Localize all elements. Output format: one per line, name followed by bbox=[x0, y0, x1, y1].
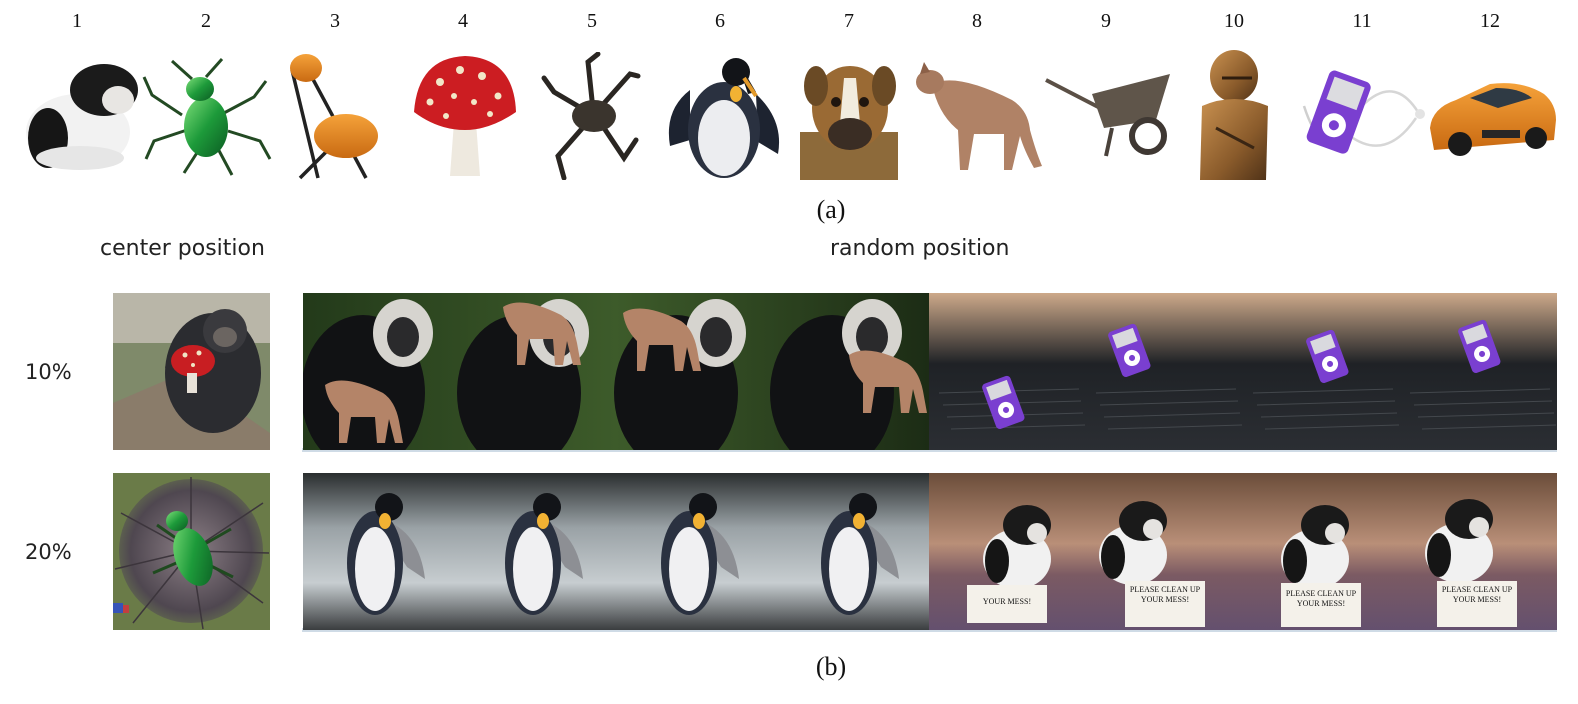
object-number: 6 bbox=[715, 10, 725, 32]
random-20-microwave-guinea-pig-strip: YOUR MESS! PLEASE CLEAN UP YOUR MESS! PL… bbox=[929, 473, 1557, 630]
sign: YOUR MESS! bbox=[967, 585, 1047, 623]
tiger-beetle-icon bbox=[142, 58, 272, 176]
center-10-chimp-mushroom bbox=[113, 293, 270, 450]
penguin-icon bbox=[668, 58, 780, 178]
center-20-beetle-urchin bbox=[113, 473, 270, 630]
cougar-icon bbox=[916, 62, 1042, 170]
mushroom-icon bbox=[414, 56, 516, 176]
object-number: 3 bbox=[330, 10, 340, 32]
object-number: 12 bbox=[1480, 10, 1500, 32]
object-number: 8 bbox=[972, 10, 982, 32]
sign: PLEASE CLEAN UP YOUR MESS! bbox=[1125, 581, 1205, 627]
random-10-monkey-cougar-strip bbox=[303, 293, 929, 450]
row-label-20: 20% bbox=[25, 540, 72, 564]
object-number: 1 bbox=[72, 10, 82, 32]
object-number: 11 bbox=[1352, 10, 1372, 32]
random-20-car-penguin-strip bbox=[303, 473, 929, 630]
strip-shadow bbox=[302, 628, 1557, 632]
sports-car-icon bbox=[1430, 83, 1556, 156]
header-random-position: random position bbox=[830, 236, 1010, 261]
random-10-laptop-ipod-strip bbox=[929, 293, 1557, 450]
folding-chair-icon bbox=[290, 54, 378, 180]
header-center-position: center position bbox=[100, 236, 265, 261]
wheelbarrow-icon bbox=[1045, 74, 1170, 157]
ipod-icon bbox=[1302, 70, 1425, 154]
object-number: 4 bbox=[458, 10, 468, 32]
object-number: 9 bbox=[1101, 10, 1111, 32]
row-label-10: 10% bbox=[25, 360, 72, 384]
object-number: 5 bbox=[587, 10, 597, 32]
boxer-dog-icon bbox=[800, 66, 898, 180]
sign: PLEASE CLEAN UP YOUR MESS! bbox=[1281, 583, 1361, 627]
strip-shadow bbox=[302, 448, 1557, 452]
object-number: 2 bbox=[201, 10, 211, 32]
crab-icon bbox=[541, 52, 641, 180]
caption-a: (a) bbox=[816, 195, 846, 224]
object-number: 10 bbox=[1224, 10, 1244, 32]
guinea-pigs bbox=[983, 499, 1493, 589]
armor-icon bbox=[1200, 50, 1268, 180]
sign: PLEASE CLEAN UP YOUR MESS! bbox=[1437, 581, 1517, 627]
object-number: 7 bbox=[844, 10, 854, 32]
caption-b: (b) bbox=[815, 652, 847, 681]
guinea-pig-icon bbox=[26, 64, 138, 170]
